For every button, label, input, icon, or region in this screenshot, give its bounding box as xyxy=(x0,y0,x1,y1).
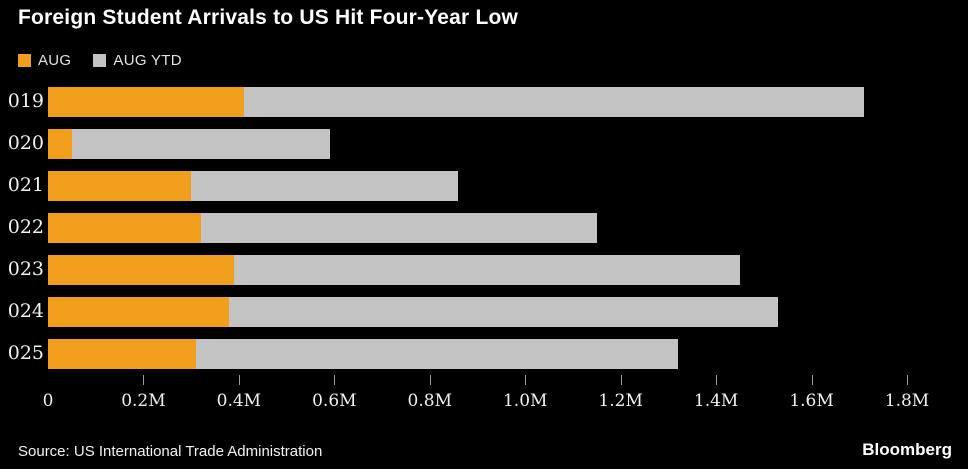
legend-label-aug: AUG xyxy=(38,52,72,69)
x-axis-tick-mark xyxy=(429,375,431,385)
chart-title: Foreign Student Arrivals to US Hit Four-… xyxy=(18,6,519,29)
bloomberg-logo: Bloomberg xyxy=(862,440,952,459)
legend-item-aug: AUG xyxy=(18,52,71,69)
bar-aug xyxy=(48,87,244,117)
legend-label-aug-ytd: AUG YTD xyxy=(113,52,182,69)
legend: AUG AUG YTD xyxy=(18,52,182,69)
y-axis-label: 020 xyxy=(7,132,44,154)
bar-row: 021 xyxy=(8,171,907,201)
x-axis-tick-mark xyxy=(620,375,622,385)
aug-legend-swatch-icon xyxy=(18,54,31,67)
bar-aug xyxy=(48,171,192,201)
bar-row: 025 xyxy=(8,339,907,369)
bar-aug-ytd xyxy=(48,129,330,159)
x-axis-tick-label: 0.6M xyxy=(312,391,357,411)
bar-aug xyxy=(48,213,201,243)
x-axis-tick-label: 1.4M xyxy=(693,391,739,411)
legend-item-aug-ytd: AUG YTD xyxy=(93,52,182,69)
x-axis-tick-mark xyxy=(143,375,145,385)
bar-row: 019 xyxy=(8,87,907,117)
x-axis-tick-mark xyxy=(334,375,336,385)
bar-row: 022 xyxy=(8,213,907,243)
bar-aug xyxy=(48,129,72,159)
x-axis-tick-label: 1.2M xyxy=(598,391,643,411)
x-axis-tick-label: 1.8M xyxy=(884,391,930,411)
x-axis-tick-label: 0.8M xyxy=(407,391,452,411)
x-axis-tick-mark xyxy=(907,375,908,385)
bar-aug xyxy=(48,297,230,327)
y-axis-label: 022 xyxy=(7,216,44,238)
bar-aug xyxy=(48,255,235,285)
x-axis-tick-label: 0.2M xyxy=(121,391,166,411)
bar-row: 024 xyxy=(8,297,907,327)
x-axis-tick-label: 1.0M xyxy=(502,391,548,411)
x-axis-tick-label: 1.6M xyxy=(789,391,834,411)
x-axis-tick-mark xyxy=(716,375,718,385)
x-axis-tick-mark xyxy=(238,375,240,385)
y-axis-label: 023 xyxy=(7,258,44,280)
bar-row: 023 xyxy=(8,255,907,285)
aug-ytd-legend-swatch-icon xyxy=(93,54,107,67)
x-axis-tick-label: 0 xyxy=(42,391,54,411)
x-axis-tick-mark xyxy=(525,375,527,385)
y-axis-label: 021 xyxy=(7,174,44,196)
y-axis-label: 025 xyxy=(7,342,44,364)
bar-aug xyxy=(48,339,196,369)
x-axis-tick-mark xyxy=(811,375,813,385)
bar-row: 020 xyxy=(8,129,907,159)
source-note: Source: US International Trade Administr… xyxy=(18,443,323,460)
x-axis-tick-label: 0.4M xyxy=(216,391,262,411)
y-axis-label: 024 xyxy=(7,300,44,322)
plot-area: 019 020 021 022 023 024 025 0 0.2M 0.4M 0.6M 0.8M 1.… xyxy=(8,0,929,469)
y-axis-label: 019 xyxy=(7,90,44,112)
